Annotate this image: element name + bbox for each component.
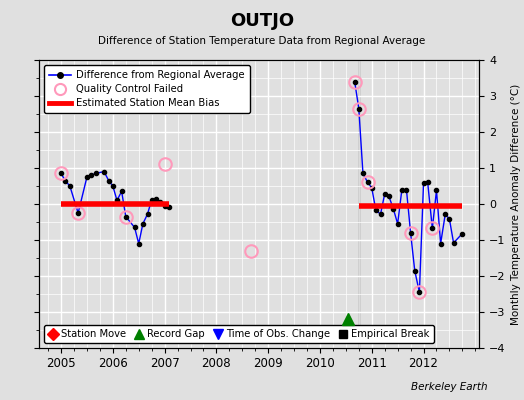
- Text: Difference of Station Temperature Data from Regional Average: Difference of Station Temperature Data f…: [99, 36, 425, 46]
- Text: OUTJO: OUTJO: [230, 12, 294, 30]
- Legend: Station Move, Record Gap, Time of Obs. Change, Empirical Break: Station Move, Record Gap, Time of Obs. C…: [45, 325, 433, 343]
- Y-axis label: Monthly Temperature Anomaly Difference (°C): Monthly Temperature Anomaly Difference (…: [511, 83, 521, 325]
- Text: Berkeley Earth: Berkeley Earth: [411, 382, 487, 392]
